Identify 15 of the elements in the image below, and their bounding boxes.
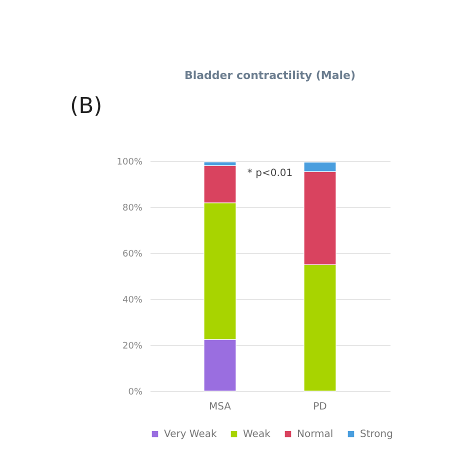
y-tick-label: 0%	[128, 388, 143, 398]
y-tick-label: 60%	[122, 250, 143, 260]
y-tick-label: 100%	[116, 158, 143, 168]
legend-label: Strong	[360, 429, 393, 440]
chart-title: Bladder contractility (Male)	[184, 69, 356, 82]
legend-label: Normal	[297, 429, 334, 440]
y-tick-label: 80%	[122, 204, 143, 214]
legend-label: Weak	[243, 429, 271, 440]
text: (B)	[70, 94, 102, 119]
y-tick-label: 40%	[122, 296, 143, 306]
x-tick-label: PD	[313, 402, 328, 412]
y-tick-label: 20%	[122, 342, 143, 352]
annotation: * p<0.01	[247, 168, 293, 179]
x-tick-label: MSA	[208, 402, 232, 412]
legend-label: Very Weak	[164, 429, 218, 440]
